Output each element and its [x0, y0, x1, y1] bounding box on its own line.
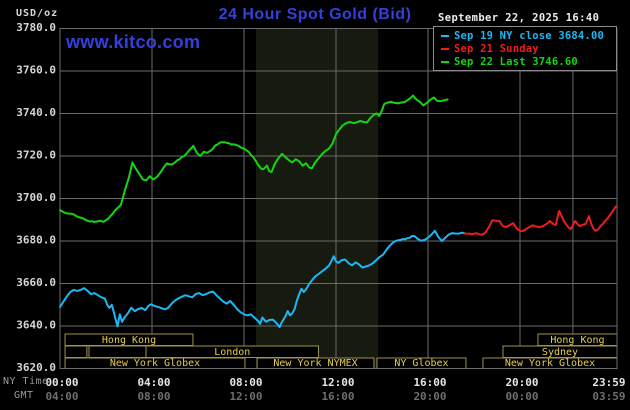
x-axis-label-ny: 12:00	[321, 376, 354, 389]
red-line-marker-icon	[441, 47, 449, 50]
x-axis-label-ny: 16:00	[413, 376, 446, 389]
series-line-sep-21-sunday	[463, 204, 618, 236]
session-label: New York Globex	[110, 358, 200, 369]
x-axis-label-gmt: 03:59	[592, 390, 625, 403]
x-axis-label-gmt: 04:00	[45, 390, 78, 403]
x-axis-label-gmt: 08:00	[137, 390, 170, 403]
session-label: New York NYMEX	[273, 358, 357, 369]
plot-frame	[59, 28, 618, 369]
chart-legend: Sep 19 NY close 3684.00 Sep 21 Sunday Se…	[433, 26, 617, 71]
green-line-marker-icon	[441, 60, 449, 63]
legend-item-sep21: Sep 21 Sunday	[441, 42, 616, 55]
y-axis-label: 3720.0	[16, 149, 56, 162]
x-axis-label-gmt: 00:00	[505, 390, 538, 403]
y-axis-label: 3680.0	[16, 234, 56, 247]
series-line-sep-19-ny-close	[59, 229, 466, 329]
x-axis-label-ny: 08:00	[229, 376, 262, 389]
legend-item-sep19: Sep 19 NY close 3684.00	[441, 29, 616, 42]
y-axis-label: 3740.0	[16, 106, 56, 119]
legend-label: Sep 22 Last 3746.60	[454, 55, 578, 68]
x-axis-label-gmt: 16:00	[321, 390, 354, 403]
session-label: Hong Kong	[102, 335, 156, 346]
page-title: 24 Hour Spot Gold (Bid)	[218, 6, 412, 23]
y-axis-label: 3640.0	[16, 319, 56, 332]
ny-time-axis-label: NY Time	[3, 376, 49, 387]
session-label: London	[214, 347, 250, 358]
y-axis-label: 3620.0	[16, 361, 56, 374]
session-label: NY Globex	[394, 358, 448, 369]
legend-item-sep22: Sep 22 Last 3746.60	[441, 55, 616, 68]
session-label: Hong Kong	[550, 335, 604, 346]
x-axis-label-ny: 20:00	[505, 376, 538, 389]
gmt-axis-label: GMT	[14, 390, 34, 401]
y-axis-unit-label: USD/oz	[16, 8, 59, 19]
session-label: Sydney	[542, 347, 578, 358]
legend-label: Sep 21 Sunday	[454, 42, 539, 55]
x-axis-label-ny: 04:00	[137, 376, 170, 389]
timestamp: September 22, 2025 16:40	[438, 12, 600, 24]
session-box	[88, 345, 147, 358]
session-label: New York Globex	[505, 358, 595, 369]
kitco-watermark-link[interactable]: www.kitco.com	[66, 32, 201, 52]
legend-label: Sep 19 NY close 3684.00	[454, 29, 604, 42]
series-line-sep-22-last	[59, 94, 449, 223]
y-axis-label: 3760.0	[16, 64, 56, 77]
y-axis-label: 3780.0	[16, 21, 56, 34]
y-axis-label: 3700.0	[16, 191, 56, 204]
x-axis-label-ny: 23:59	[592, 376, 625, 389]
y-axis-label: 3660.0	[16, 276, 56, 289]
cyan-line-marker-icon	[441, 34, 449, 37]
x-axis-label-gmt: 12:00	[229, 390, 262, 403]
session-box	[64, 345, 88, 358]
x-axis-label-ny: 00:00	[45, 376, 78, 389]
x-axis-label-gmt: 20:00	[413, 390, 446, 403]
